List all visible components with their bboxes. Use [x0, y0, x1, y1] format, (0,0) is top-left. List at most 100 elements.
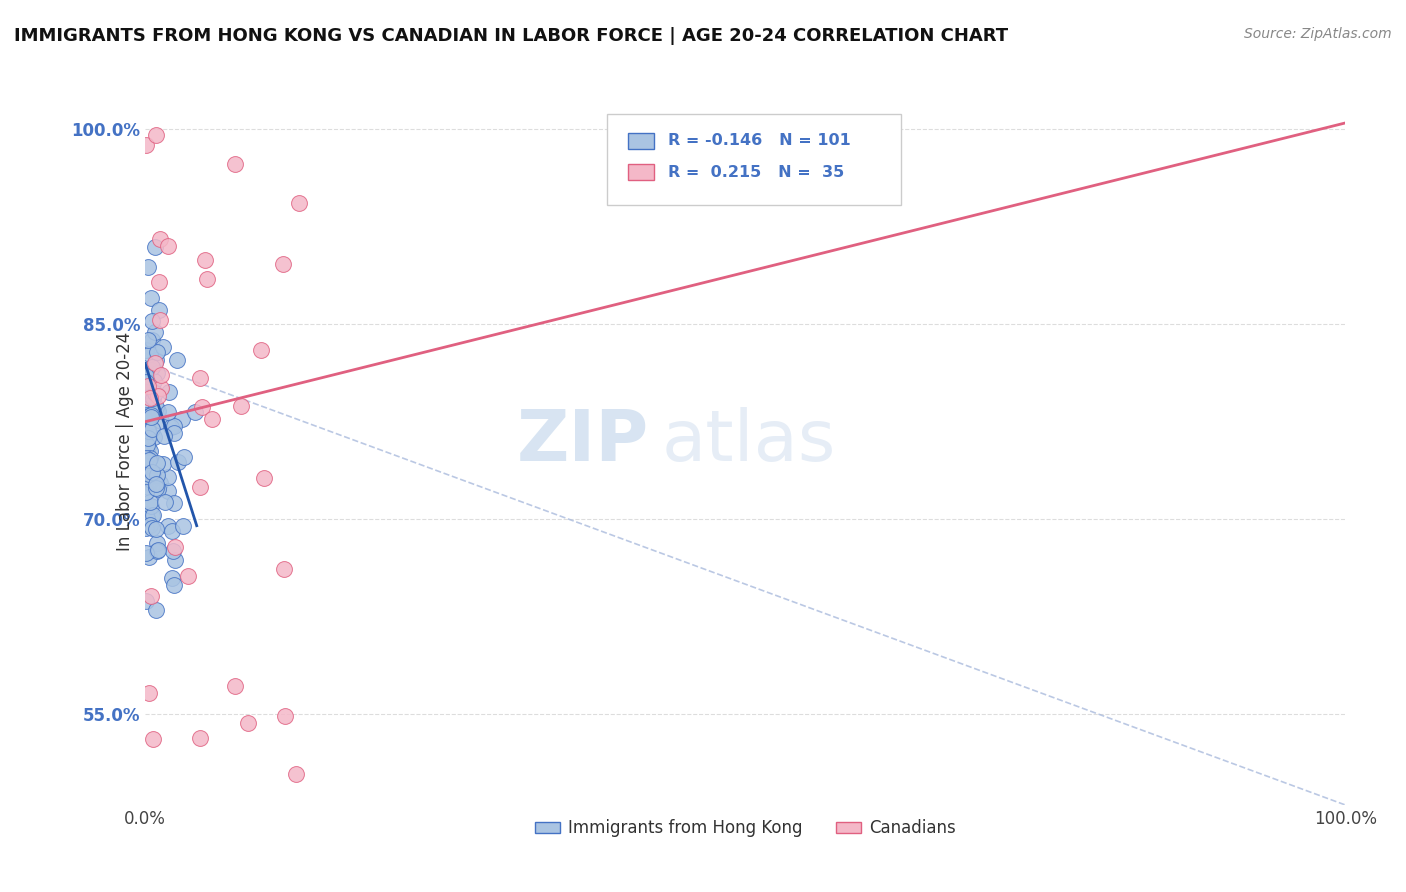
Point [146, 366, 169, 380]
Point [177, 568, 200, 582]
Point [138, 550, 160, 565]
Point [138, 409, 160, 423]
Y-axis label: In Labor Force | Age 20-24: In Labor Force | Age 20-24 [115, 332, 134, 551]
Point [152, 457, 174, 471]
Point [141, 422, 163, 436]
Point [136, 425, 159, 439]
Point [141, 333, 163, 347]
Point [146, 467, 169, 482]
Point [157, 470, 180, 484]
Point [145, 325, 167, 339]
Point [138, 686, 160, 700]
Point [139, 409, 162, 423]
Point [138, 365, 160, 379]
Point [163, 425, 186, 440]
Point [145, 400, 167, 414]
Point [139, 362, 162, 376]
Point [135, 507, 157, 521]
Point [152, 340, 174, 354]
Point [142, 430, 165, 444]
Point [163, 577, 186, 591]
Point [136, 511, 159, 525]
Point [135, 485, 157, 500]
Point [142, 731, 165, 746]
Point [149, 476, 172, 491]
Point [146, 482, 169, 496]
Point [142, 469, 165, 483]
Point [138, 452, 160, 467]
Point [139, 589, 162, 603]
Point [190, 370, 212, 384]
Point [149, 232, 172, 246]
Bar [627, 164, 654, 180]
Point [274, 708, 297, 723]
Point [135, 546, 157, 560]
Point [145, 603, 167, 617]
Point [172, 519, 194, 533]
Point [135, 138, 157, 153]
Point [167, 455, 190, 469]
Point [141, 466, 163, 480]
Point [142, 374, 165, 388]
Point [148, 275, 170, 289]
Point [138, 467, 160, 482]
Point [139, 408, 162, 422]
Text: R = -0.146   N = 101: R = -0.146 N = 101 [668, 133, 851, 148]
Point [229, 399, 252, 413]
Point [141, 473, 163, 487]
Point [155, 495, 177, 509]
Point [288, 195, 311, 210]
Point [143, 356, 166, 370]
Point [145, 477, 167, 491]
Point [143, 240, 166, 254]
Point [162, 544, 184, 558]
Point [159, 420, 181, 434]
Point [138, 334, 160, 348]
Point [141, 389, 163, 403]
Point [138, 443, 160, 458]
Point [236, 716, 259, 731]
Point [135, 343, 157, 358]
Point [141, 359, 163, 374]
Point [188, 480, 211, 494]
Point [138, 450, 160, 465]
Point [136, 480, 159, 494]
Point [201, 411, 224, 425]
Point [136, 409, 159, 423]
Point [148, 543, 170, 558]
Point [173, 450, 195, 464]
Point [160, 524, 183, 538]
Point [141, 477, 163, 491]
Point [145, 481, 167, 495]
Text: ZIP: ZIP [517, 407, 650, 475]
Point [136, 379, 159, 393]
Point [156, 405, 179, 419]
Point [139, 451, 162, 466]
Point [163, 418, 186, 433]
Point [195, 271, 218, 285]
Point [149, 313, 172, 327]
Point [250, 343, 273, 357]
Point [142, 391, 165, 405]
Point [139, 292, 162, 306]
Point [135, 594, 157, 608]
Point [163, 552, 186, 566]
Point [135, 395, 157, 409]
Point [136, 384, 159, 398]
Point [145, 456, 167, 470]
Point [145, 128, 167, 143]
Text: R =  0.215   N =  35: R = 0.215 N = 35 [668, 164, 845, 179]
Point [224, 679, 246, 693]
Point [139, 347, 162, 361]
Point [271, 257, 294, 271]
Point [285, 767, 308, 781]
Point [135, 368, 157, 383]
Point [141, 314, 163, 328]
Point [145, 544, 167, 558]
Point [139, 517, 162, 532]
Text: Source: ZipAtlas.com: Source: ZipAtlas.com [1244, 27, 1392, 41]
Point [139, 495, 162, 509]
Point [143, 385, 166, 400]
Point [146, 344, 169, 359]
Point [141, 499, 163, 513]
